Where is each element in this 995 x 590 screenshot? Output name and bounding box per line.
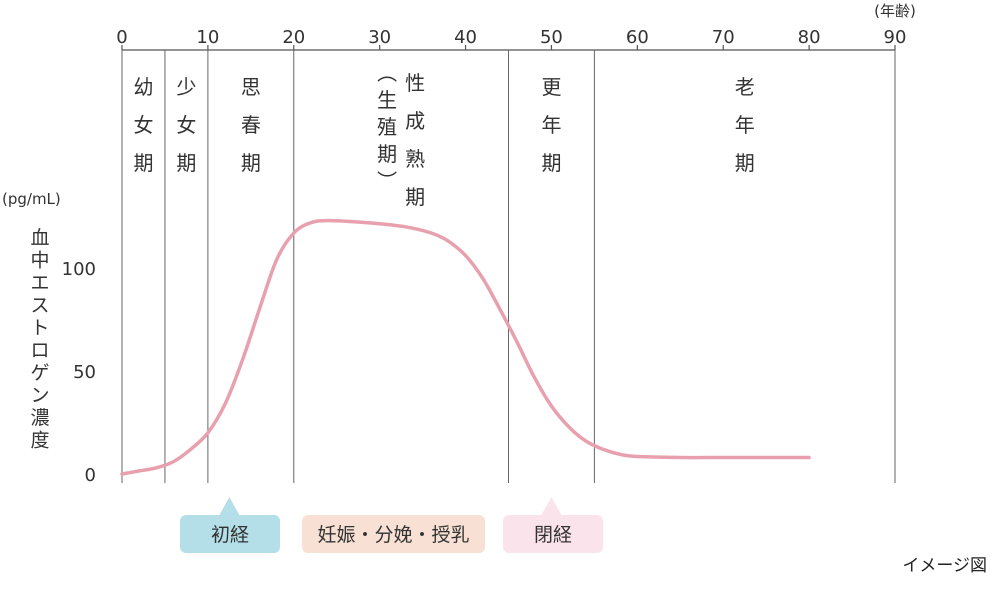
phase-label: 春 (241, 113, 261, 137)
image-caption: イメージ図 (902, 556, 987, 576)
phase-sublabel: 殖 (377, 115, 397, 139)
x-axis-ticks: 0 10 20 30 40 50 60 70 80 90 (116, 27, 906, 50)
estrogen-curve (120, 218, 811, 476)
phase-label: 女 (133, 113, 153, 137)
y-label-char: ゲ (30, 362, 49, 384)
y-label-char: 度 (30, 430, 49, 452)
phase-label: 幼 (133, 75, 153, 99)
phase-label: 期 (735, 151, 755, 175)
phase-sublabel: ︶ (377, 169, 397, 193)
x-tick-label: 90 (884, 27, 907, 48)
y-axis-unit: (pg/mL) (2, 190, 61, 208)
y-label-char: ト (30, 317, 49, 339)
y-label-char: 濃 (30, 407, 49, 429)
phase-label: 期 (176, 151, 196, 175)
event-label: 閉経 (534, 524, 572, 546)
event-pointer (541, 497, 562, 515)
x-axis-unit: (年齢) (874, 2, 916, 20)
phase-label: 期 (541, 151, 561, 175)
phase-label: 期 (405, 185, 425, 209)
phase-label: 女 (176, 113, 196, 137)
x-tick-label: 70 (712, 27, 735, 48)
y-tick-label: 0 (85, 465, 96, 486)
phase-label: 少 (176, 75, 196, 99)
phase-label: 思 (241, 75, 261, 99)
x-tick-label: 40 (454, 27, 477, 48)
x-tick-label: 60 (626, 27, 649, 48)
y-label-char: ロ (30, 340, 49, 362)
x-tick-label: 80 (798, 27, 821, 48)
phase-label: 熟 (405, 147, 425, 171)
event-label: 初経 (211, 524, 249, 546)
phase-label: 期 (241, 151, 261, 175)
phase-label: 老 (735, 75, 755, 99)
phase-sublabel: 生 (377, 88, 397, 112)
y-label-char: 血 (30, 227, 49, 249)
event-badge (180, 515, 280, 553)
y-tick-label: 50 (73, 362, 96, 383)
y-label-char: エ (30, 272, 49, 294)
x-tick-label: 30 (368, 27, 391, 48)
phase-label: 年 (735, 113, 755, 137)
x-tick-label: 10 (196, 27, 219, 48)
y-tick-label: 100 (62, 259, 96, 280)
y-axis-ticks: 0 50 100 (62, 259, 96, 486)
event-badge (302, 515, 485, 553)
y-label-char: 中 (30, 250, 49, 272)
x-tick-label: 50 (540, 27, 563, 48)
phase-label: 期 (133, 151, 153, 175)
event-badge (503, 515, 603, 553)
x-tick-label: 0 (116, 27, 127, 48)
life-events: 初経 妊娠・分娩・授乳 閉経 (180, 497, 603, 553)
event-label: 妊娠・分娩・授乳 (317, 524, 469, 546)
phase-dividers (121, 50, 896, 483)
phase-label: 更 (541, 75, 561, 99)
phase-sublabel: 期 (377, 142, 397, 166)
phase-label: 年 (541, 113, 561, 137)
phase-label: 性 (405, 71, 425, 95)
y-label-char: ン (30, 385, 49, 407)
y-label-char: ス (30, 295, 49, 317)
phase-sublabel: ︵ (377, 61, 397, 85)
phase-label: 成 (405, 109, 425, 133)
x-tick-label: 20 (282, 27, 305, 48)
event-pointer (219, 497, 240, 515)
